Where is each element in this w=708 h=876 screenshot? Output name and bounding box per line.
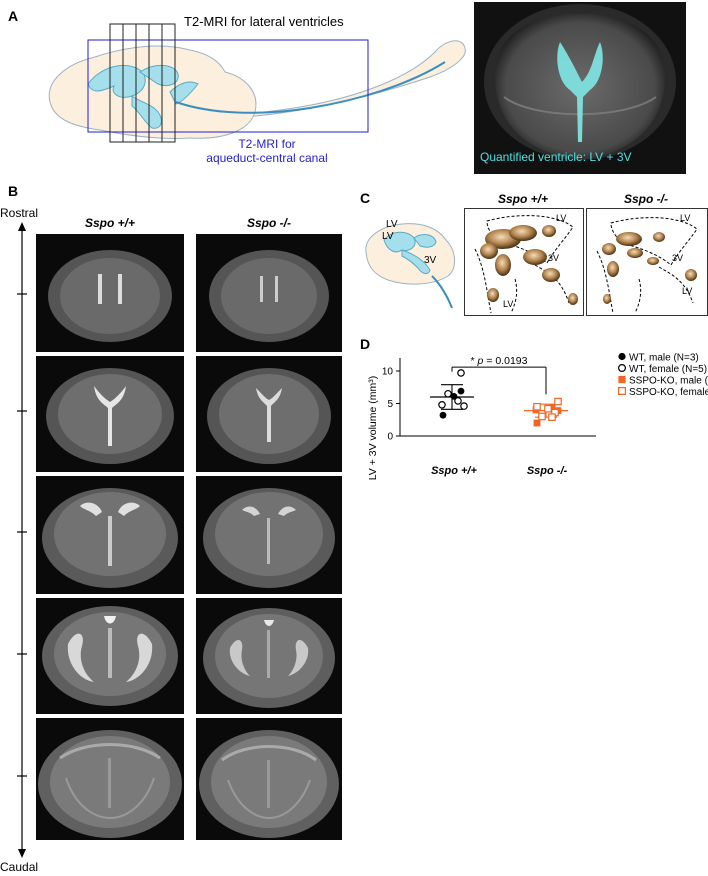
point-s2-0: [548, 404, 556, 411]
legend-marker-3: [618, 386, 627, 395]
legend-label-2: SSPO-KO, male (N=4): [629, 376, 708, 387]
point-s2-3: [533, 419, 541, 427]
panel-c-label: C: [360, 190, 371, 206]
brain-sagittal-schematic: [48, 23, 466, 143]
chart-category-ko: Sspo -/-: [526, 465, 568, 477]
mri-quantified-image: [474, 2, 686, 174]
legend-label-3: SSPO-KO, female (N=6): [629, 387, 708, 398]
legend-label-1: WT, female (N=5): [629, 364, 707, 375]
point-s0-2: [457, 387, 465, 395]
panel-a-label: A: [8, 8, 19, 24]
quantified-ventricle-label: Quantified ventricle: LV + 3V: [480, 150, 632, 164]
chart-ylabel: LV + 3V volume (mm³): [367, 375, 379, 481]
chart-axes: 0 5 10: [382, 358, 596, 443]
y-tick-label-1: 5: [387, 399, 393, 410]
chart-category-wt: Sspo +/+: [431, 465, 477, 477]
point-s1-3: [438, 400, 446, 409]
scatter-chart: 0 5 10 * p = 0.0193 WT, male (N=3)WT, fema…: [382, 352, 708, 443]
schematic-label-lv-1: LV: [386, 219, 398, 230]
point-s1-4: [460, 402, 468, 410]
mri-ko-slice-1: [196, 234, 342, 352]
mri-ko-slice-3: [196, 476, 342, 594]
label-aqueduct-line1: T2-MRI for: [238, 137, 296, 151]
significance-text: * p = 0.0193: [471, 355, 528, 367]
mri-wt-slice-4: [36, 598, 184, 714]
point-s3-2: [544, 404, 552, 413]
axis-rostral-label: Rostral: [0, 206, 39, 220]
label-aqueduct-line2: aqueduct-central canal: [206, 151, 328, 165]
mri-ko-slice-5: [196, 718, 342, 840]
mri-wt-slice-3: [36, 476, 184, 594]
mri-ko-slice-2: [196, 356, 342, 472]
legend-label-0: WT, male (N=3): [629, 353, 699, 364]
panel-c-col-wt-title: Sspo +/+: [497, 192, 549, 206]
y-tick-label-0: 0: [387, 432, 393, 443]
render-wt-label-lv-top: LV: [556, 213, 567, 223]
axis-caudal-label: Caudal: [0, 860, 39, 874]
point-s1-2: [454, 397, 462, 405]
legend-marker-0: [618, 352, 626, 361]
panel-c-col-ko-title: Sspo -/-: [624, 192, 668, 206]
point-s1-1: [444, 389, 452, 398]
render-ko-ventricle: [586, 208, 708, 316]
point-s1-0: [457, 369, 465, 377]
render-ko-label-lv-bottom: LV: [682, 286, 693, 296]
point-s0-0: [439, 411, 447, 419]
render-wt-ventricle: [464, 208, 584, 316]
render-wt-label-lv-bottom: LV: [503, 299, 514, 309]
schematic-label-lv-2: LV: [382, 231, 394, 242]
panel-b-col-wt-title: Sspo +/+: [84, 216, 136, 230]
chart-annotation: * p = 0.0193: [451, 355, 547, 395]
mri-ko-slice-4: [196, 598, 342, 714]
brain-ventricle-schematic: [365, 223, 455, 309]
panel-b-col-ko-title: Sspo -/-: [247, 216, 291, 230]
mri-wt-slice-2: [36, 356, 184, 472]
render-wt-label-3v: 3V: [548, 253, 560, 263]
render-ko-label-3v: 3V: [672, 253, 684, 263]
label-lateral-ventricles: T2-MRI for lateral ventricles: [184, 14, 344, 29]
rostral-caudal-axis: [17, 222, 27, 858]
legend-marker-1: [618, 364, 627, 373]
chart-legend: WT, male (N=3)WT, female (N=5)SSPO-KO, m…: [618, 352, 708, 398]
panel-d-label: D: [360, 336, 371, 352]
legend-marker-2: [618, 375, 626, 384]
point-s3-1: [533, 402, 541, 411]
y-tick-label-2: 10: [382, 367, 394, 378]
point-s3-5: [548, 413, 556, 421]
schematic-label-3v: 3V: [424, 255, 437, 266]
mri-wt-slice-1: [36, 234, 184, 352]
chart-points: [438, 369, 562, 427]
point-s3-0: [554, 397, 562, 406]
label-aqueduct: T2-MRI for aqueduct-central canal: [192, 137, 342, 165]
panel-b-label: B: [8, 183, 19, 199]
mri-quantified-ventricle: Quantified ventricle: LV + 3V: [474, 2, 686, 174]
mri-wt-slice-5: [36, 718, 184, 840]
render-ko-label-lv-top: LV: [680, 213, 691, 223]
point-s3-4: [538, 412, 546, 421]
